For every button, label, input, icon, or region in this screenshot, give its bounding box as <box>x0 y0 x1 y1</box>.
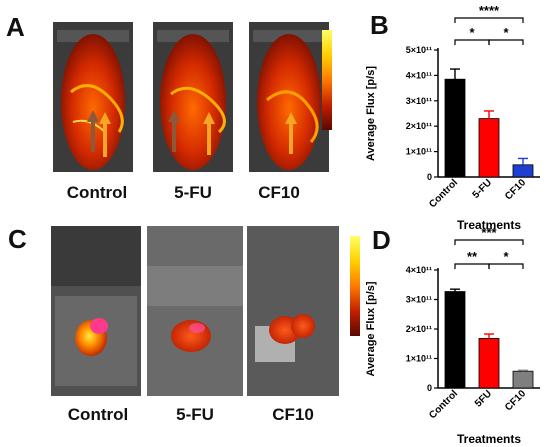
bar <box>444 291 466 389</box>
significance-bracket <box>488 263 524 269</box>
significance-label: **** <box>479 3 500 18</box>
arrow-icon <box>168 110 215 155</box>
panel-c-images <box>49 226 349 396</box>
panel-letter-c: C <box>8 224 27 254</box>
y-tick-label: 2×10¹¹ <box>406 121 432 131</box>
x-tick-label: Control <box>427 177 460 210</box>
y-tick-label: 0 <box>427 172 432 182</box>
condition-label-a-cf10: CF10 <box>258 183 300 202</box>
panel-a-images <box>49 22 349 172</box>
y-axis-label: Average Flux [p/s] <box>365 66 377 161</box>
bar <box>512 370 534 389</box>
arrow-icon <box>87 110 111 157</box>
bar <box>512 164 534 178</box>
bar <box>444 78 466 178</box>
condition-label-a-5fu: 5-FU <box>174 183 212 202</box>
tumor-image-control <box>51 226 141 396</box>
significance-bracket <box>454 39 490 45</box>
mouse-image-5fu <box>153 22 233 172</box>
bar <box>478 118 500 178</box>
x-tick-label: 5FU <box>473 388 494 409</box>
significance-bracket <box>454 263 490 269</box>
chart-b: 0 1×10¹¹ 2×10¹¹ 3×10¹¹ 4×10¹¹ 5×10¹¹ Average F… <box>365 3 540 230</box>
panel-letter-b: B <box>370 10 389 40</box>
significance-label: * <box>469 25 475 40</box>
tumor-image-cf10 <box>247 226 339 396</box>
color-scale-bar-a <box>322 30 332 130</box>
tumor-image-5fu <box>147 226 243 396</box>
x-axis-label: Treatments <box>457 432 521 446</box>
tumor-images-svg <box>51 226 339 396</box>
y-axis-label: Average Flux [p/s] <box>365 281 377 376</box>
x-axis-label: Treatments <box>457 218 521 230</box>
x-tick-label: CF10 <box>503 177 528 202</box>
condition-label-c-5fu: 5-FU <box>176 405 214 424</box>
condition-label-a-control: Control <box>66 183 128 202</box>
significance-bracket <box>454 17 524 23</box>
significance-bracket <box>454 239 524 245</box>
panel-letter-a: A <box>6 12 25 42</box>
significance-label: * <box>503 249 509 264</box>
significance-label: ** <box>467 249 478 264</box>
y-tick-label: 3×10¹¹ <box>406 96 432 106</box>
y-tick-label: 5×10¹¹ <box>406 45 432 55</box>
color-scale-bar-c <box>350 236 360 336</box>
y-tick-label: 0 <box>427 383 432 393</box>
x-tick-label: Control <box>427 388 460 421</box>
chart-d: 0 1×10¹¹ 2×10¹¹ 3×10¹¹ 4×10¹¹ Average Flux [p… <box>365 225 540 446</box>
arrow-icon <box>285 112 297 154</box>
y-tick-label: 4×10¹¹ <box>406 265 432 275</box>
y-tick-label: 1×10¹¹ <box>406 354 432 364</box>
condition-label-c-control: Control <box>67 405 129 424</box>
bar <box>478 338 500 389</box>
y-tick-label: 1×10¹¹ <box>406 147 432 157</box>
mouse-images-svg <box>53 22 329 172</box>
x-tick-label: 5-FU <box>471 177 495 201</box>
significance-label: * <box>503 25 509 40</box>
x-tick-label: CF10 <box>503 388 528 413</box>
panel-letter-d: D <box>372 225 391 255</box>
y-tick-label: 2×10¹¹ <box>406 324 432 334</box>
significance-bracket <box>488 39 524 45</box>
y-tick-label: 4×10¹¹ <box>406 70 432 80</box>
condition-label-c-cf10: CF10 <box>272 405 314 424</box>
significance-label: *** <box>481 225 497 240</box>
y-tick-label: 3×10¹¹ <box>406 295 432 305</box>
